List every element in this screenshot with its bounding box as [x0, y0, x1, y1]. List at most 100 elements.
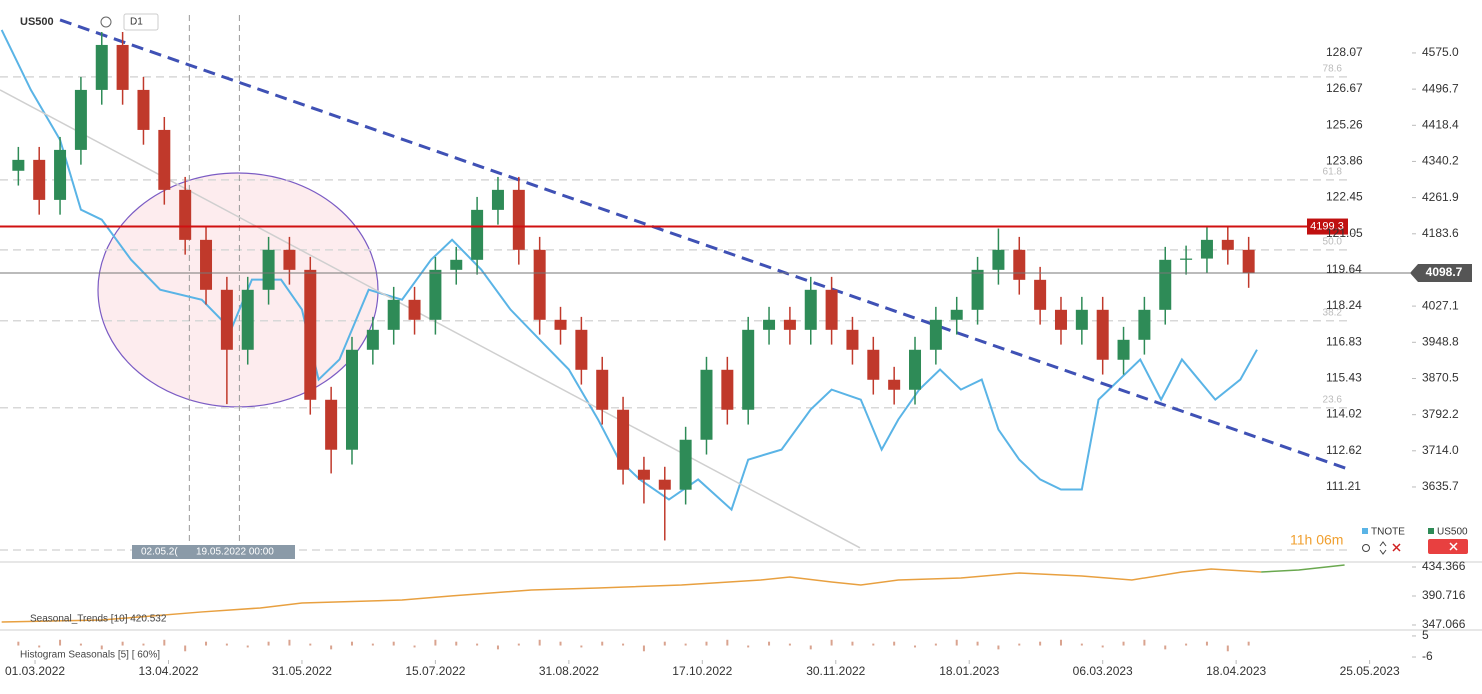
histogram-bar: [955, 639, 958, 646]
x-tick-label: 15.07.2022: [405, 664, 465, 678]
legend-label[interactable]: US500: [1437, 527, 1468, 538]
candle-body: [679, 439, 692, 490]
y2-tick-label: 125.26: [1326, 117, 1363, 131]
histogram-bar: [1226, 645, 1229, 652]
candle-body: [1117, 339, 1130, 360]
histogram-bar: [371, 643, 374, 646]
histogram-bar: [872, 643, 875, 646]
histogram-bar: [809, 645, 812, 650]
series-tools[interactable]: [1428, 539, 1468, 554]
move-icon[interactable]: [1379, 541, 1387, 555]
histogram-bar: [1143, 639, 1146, 646]
histogram-bar: [309, 643, 312, 646]
y-tick-label: 4575.0: [1422, 45, 1459, 59]
candle-body: [575, 329, 588, 370]
legend-label[interactable]: TNOTE: [1371, 527, 1405, 538]
last-price-box: [1410, 264, 1472, 283]
candle-body: [366, 329, 379, 350]
crosshair-label: 19.05.2022 00:00: [196, 547, 274, 558]
candle-body: [1096, 309, 1109, 360]
candle-body: [1180, 258, 1193, 260]
histogram-bar: [517, 643, 520, 646]
y-tick-label: 434.366: [1422, 559, 1466, 573]
histogram-bar: [476, 643, 479, 646]
candle-body: [325, 399, 338, 450]
y-tick-label: 3792.2: [1422, 407, 1459, 421]
last-price-label: 4098.7: [1426, 265, 1463, 279]
close-icon[interactable]: [1449, 542, 1458, 551]
highlight-ellipse: [97, 172, 379, 408]
symbol-title[interactable]: US500: [20, 16, 54, 28]
resistance-box: [1307, 218, 1348, 235]
y2-tick-label: 114.02: [1326, 407, 1362, 421]
candle-body: [262, 249, 275, 290]
histogram-bar: [330, 645, 333, 650]
candle-body: [345, 349, 358, 450]
candle-body: [12, 159, 25, 171]
candle-body: [888, 379, 901, 390]
histogram-bar: [1039, 641, 1042, 646]
seasonal-line: [1, 568, 1262, 623]
candle-body: [387, 299, 400, 330]
histogram-bar: [121, 641, 124, 646]
histogram-bar: [830, 639, 833, 646]
y2-tick-label: 122.45: [1326, 190, 1363, 204]
histogram-bar: [934, 643, 937, 646]
candle-body: [1200, 239, 1213, 259]
histogram-bar: [788, 643, 791, 646]
histogram-bar: [1164, 645, 1167, 650]
seasonal-line: [1261, 564, 1345, 573]
info-icon[interactable]: [100, 16, 112, 28]
histogram-bar: [100, 645, 103, 650]
histogram-bar: [997, 645, 1000, 650]
y-tick-label: 3635.7: [1422, 479, 1459, 493]
histogram-bar: [580, 645, 583, 648]
x-tick-label: 31.08.2022: [539, 664, 599, 678]
resistance-label: 4199.3: [1310, 220, 1344, 232]
candle-body: [971, 269, 984, 310]
eye-icon[interactable]: [1362, 544, 1370, 552]
y2-tick-label: 126.67: [1326, 81, 1363, 95]
panel-title: Seasonal_Trends [10] 420.532: [30, 614, 167, 625]
histogram-bar: [663, 641, 666, 646]
candle-body: [116, 44, 129, 90]
histogram-bar: [559, 641, 562, 646]
crosshair-label: 02.05.2(: [141, 547, 178, 558]
timeframe[interactable]: D1: [130, 17, 143, 28]
histogram-bar: [684, 643, 687, 646]
histogram-bar: [1059, 639, 1062, 646]
candle-body: [763, 319, 776, 330]
candle-body: [283, 249, 296, 270]
histogram-bar: [726, 639, 729, 646]
candle-body: [491, 189, 504, 210]
x-tick-label: 30.11.2022: [806, 664, 865, 678]
histogram-bar: [1185, 643, 1188, 646]
timeframe-button[interactable]: [123, 13, 159, 31]
candle-body: [1013, 249, 1026, 280]
candle-body: [450, 259, 463, 270]
histogram-bar: [59, 639, 62, 646]
close-icon[interactable]: [1392, 543, 1401, 552]
candle-body: [137, 89, 150, 130]
histogram-bar: [163, 639, 166, 646]
histogram-bar: [225, 643, 228, 646]
candle-body: [950, 309, 963, 320]
histogram-bar: [17, 641, 20, 646]
histogram-bar: [851, 641, 854, 646]
candle-body: [158, 129, 171, 190]
y-tick-label: 4261.9: [1422, 190, 1459, 204]
candle-body: [74, 89, 87, 150]
candle-body: [1075, 309, 1088, 330]
fib-label: 78.6: [1323, 64, 1343, 75]
candle-body: [54, 149, 67, 200]
candle-body: [471, 209, 484, 260]
candle-body: [1242, 249, 1255, 274]
histogram-bar: [184, 645, 187, 652]
y-tick-label: 3948.8: [1422, 334, 1459, 348]
histogram-bar: [288, 639, 291, 646]
legend-swatch: [1362, 528, 1368, 534]
histogram-bar: [350, 641, 353, 646]
y2-tick-label: 128.07: [1326, 45, 1363, 59]
candle-body: [1034, 279, 1047, 310]
crosshair-box: [132, 545, 295, 559]
